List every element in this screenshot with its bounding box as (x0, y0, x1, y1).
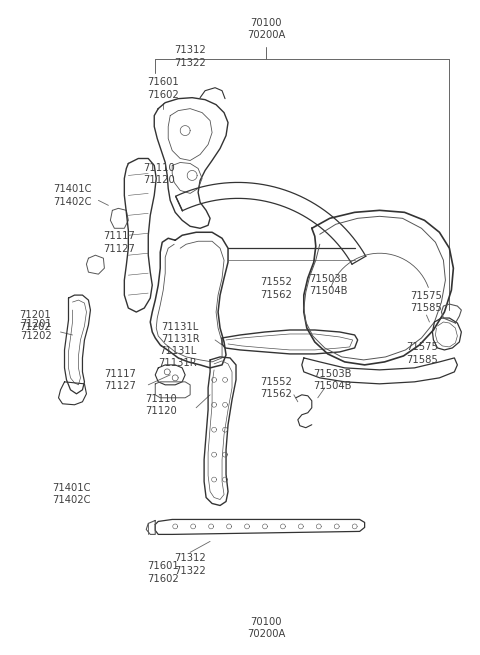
Text: 71552
71562: 71552 71562 (260, 277, 292, 299)
Text: 71401C
71402C: 71401C 71402C (53, 184, 92, 206)
Text: 71117
71127: 71117 71127 (104, 231, 135, 253)
Text: 71117
71127: 71117 71127 (105, 369, 136, 391)
Text: 71575
71585: 71575 71585 (410, 291, 443, 313)
Text: 71131L
71131R: 71131L 71131R (161, 322, 200, 344)
Text: 71503B
71504B: 71503B 71504B (309, 274, 348, 296)
Text: 70100
70200A: 70100 70200A (247, 18, 285, 40)
Text: 71110
71120: 71110 71120 (143, 163, 175, 185)
Text: 71503B
71504B: 71503B 71504B (313, 369, 352, 391)
Text: 71110
71120: 71110 71120 (145, 394, 177, 416)
Text: 71401C
71402C: 71401C 71402C (52, 483, 91, 505)
Text: 71552
71562: 71552 71562 (260, 377, 292, 399)
Text: 71601
71602: 71601 71602 (147, 561, 180, 584)
Text: 70100
70200A: 70100 70200A (247, 617, 286, 639)
Text: 71601
71602: 71601 71602 (147, 77, 179, 100)
Text: 71201
71202: 71201 71202 (20, 319, 51, 341)
Text: 71575
71585: 71575 71585 (406, 343, 438, 365)
Text: 71131L
71131R: 71131L 71131R (158, 346, 197, 368)
Text: 71312
71322: 71312 71322 (174, 553, 206, 576)
Text: 71201
71202: 71201 71202 (19, 310, 51, 332)
Text: 71312
71322: 71312 71322 (174, 45, 205, 67)
